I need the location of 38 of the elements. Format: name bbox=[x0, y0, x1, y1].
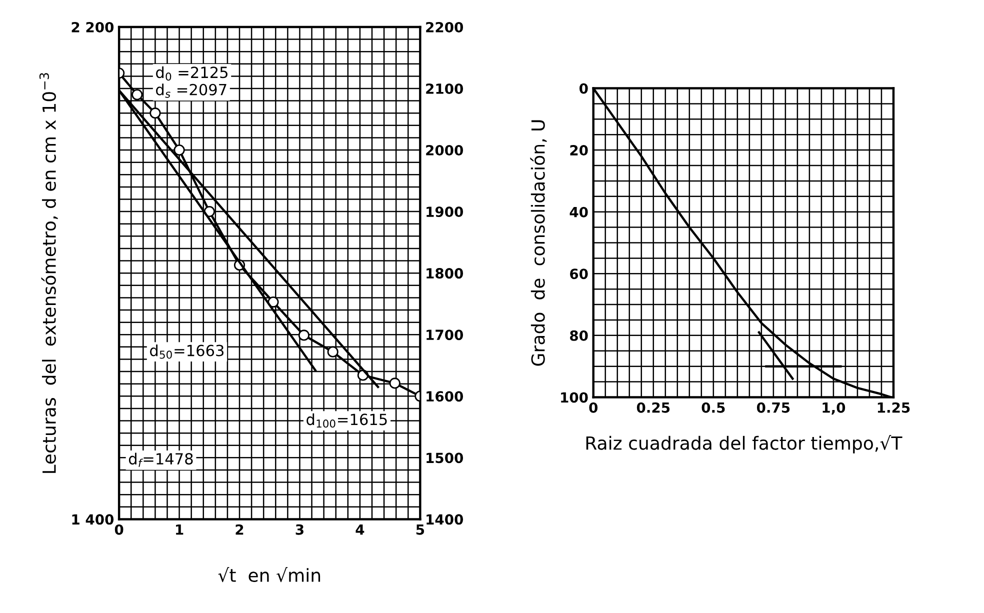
x-axis-title: Raiz cuadrada del factor tiempo,√T bbox=[586, 434, 902, 454]
x-tick-label: 1,0 bbox=[822, 402, 846, 415]
y2-tick-label: 1600 bbox=[426, 391, 464, 402]
x-tick-label: 0.5 bbox=[702, 402, 725, 413]
y-tick-label: 80 bbox=[570, 330, 588, 341]
x-tick-label: 4 bbox=[356, 524, 364, 535]
y2-tick-label: 1500 bbox=[426, 452, 464, 464]
y-tick-label: 1 400 bbox=[72, 514, 114, 525]
y2-tick-label: 1400 bbox=[426, 514, 464, 525]
annotation: d$_{s}$ =2097 bbox=[156, 84, 226, 98]
annotation: d$_{0}$ =2125 bbox=[156, 66, 228, 81]
x-tick-label: 1.25 bbox=[878, 402, 910, 413]
annotation: d$_{f}$=1478 bbox=[128, 452, 193, 467]
x-tick-label: 0.25 bbox=[636, 402, 670, 413]
y2-tick-label: 1800 bbox=[426, 268, 464, 279]
y-tick-label: 100 bbox=[561, 392, 588, 403]
x-tick-label: 0.75 bbox=[756, 402, 790, 413]
x-tick-label: 3 bbox=[296, 524, 304, 535]
y-tick-label: 60 bbox=[570, 268, 588, 280]
x-axis-title: √t en √min bbox=[218, 567, 320, 582]
y-tick-label: 40 bbox=[570, 206, 588, 218]
x-tick-label: 1 bbox=[176, 524, 184, 535]
y2-tick-label: 2000 bbox=[426, 145, 464, 156]
y-axis-title: Lecturas del extensómetro, d en cm x 10$^{−3}$ bbox=[39, 73, 58, 473]
y-tick-label: 20 bbox=[570, 145, 588, 156]
annotation: d$_{50}$=1663 bbox=[150, 344, 224, 359]
y-axis-title: Grado de consolidación, U bbox=[530, 120, 547, 366]
y2-tick-label: 1900 bbox=[426, 206, 464, 218]
y-tick-label: 0 bbox=[579, 83, 588, 94]
y2-tick-label: 1700 bbox=[426, 330, 464, 340]
y2-tick-label: 2100 bbox=[426, 83, 464, 94]
x-tick-label: 0 bbox=[114, 524, 124, 535]
y2-tick-label: 2200 bbox=[426, 22, 464, 32]
annotation: d$_{100}$=1615 bbox=[306, 413, 387, 428]
x-tick-label: 0 bbox=[589, 402, 598, 413]
x-tick-label: 2 bbox=[236, 524, 244, 535]
x-tick-label: 5 bbox=[416, 524, 424, 535]
y-tick-label: 2 200 bbox=[72, 22, 114, 32]
